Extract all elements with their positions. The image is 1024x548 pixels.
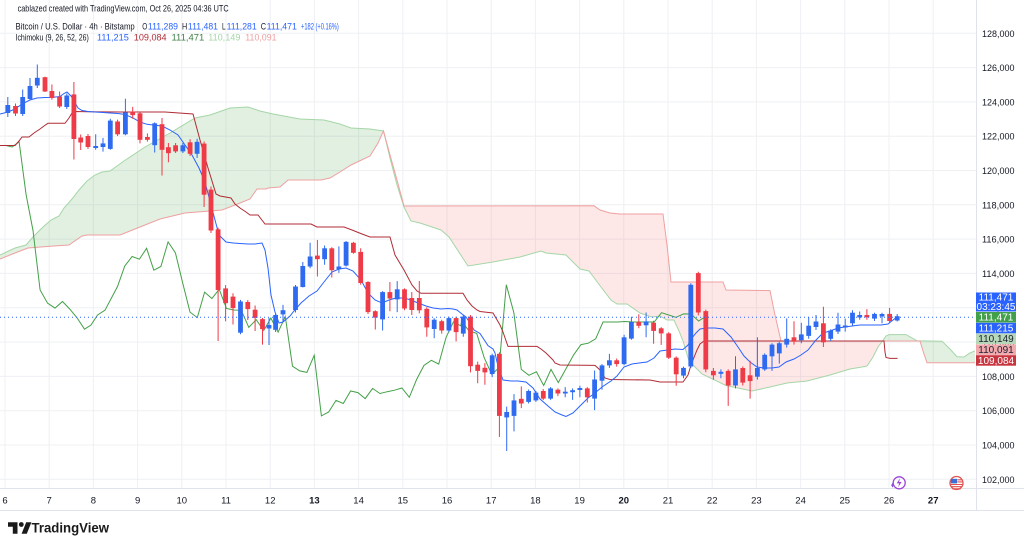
- svg-text:23: 23: [751, 496, 762, 507]
- svg-text:13: 13: [309, 496, 320, 507]
- svg-text:111,215: 111,215: [97, 33, 129, 44]
- svg-text:24: 24: [795, 496, 806, 507]
- svg-text:12: 12: [265, 496, 276, 507]
- svg-text:114,000: 114,000: [982, 269, 1015, 280]
- svg-text:110,149: 110,149: [208, 33, 240, 44]
- svg-text:20: 20: [619, 496, 630, 507]
- svg-text:111,471: 111,471: [267, 22, 297, 33]
- svg-text:26: 26: [884, 496, 895, 507]
- svg-text:21: 21: [663, 496, 674, 507]
- svg-text:15: 15: [398, 496, 409, 507]
- svg-text:18: 18: [530, 496, 541, 507]
- svg-text:cablazed created with TradingV: cablazed created with TradingView.com, O…: [18, 4, 229, 14]
- svg-text:118,000: 118,000: [982, 200, 1015, 211]
- svg-text:Ichimoku (9, 26, 52, 26): Ichimoku (9, 26, 52, 26): [16, 33, 89, 44]
- svg-text:27: 27: [928, 496, 939, 507]
- svg-text:C: C: [261, 22, 266, 33]
- svg-text:109,084: 109,084: [978, 356, 1015, 367]
- svg-text:110,149: 110,149: [978, 334, 1014, 345]
- svg-text:H: H: [182, 22, 187, 33]
- svg-text:111,471: 111,471: [172, 33, 205, 44]
- svg-text:16: 16: [442, 496, 453, 507]
- svg-text:106,000: 106,000: [982, 406, 1015, 417]
- svg-text:19: 19: [574, 496, 585, 507]
- svg-text:03:23:45: 03:23:45: [977, 302, 1016, 313]
- svg-text:108,000: 108,000: [982, 372, 1015, 383]
- svg-text:102,000: 102,000: [982, 475, 1015, 486]
- svg-text:11: 11: [221, 496, 231, 507]
- svg-text:10: 10: [177, 496, 188, 507]
- svg-text:109,084: 109,084: [134, 33, 167, 44]
- svg-text:111,471: 111,471: [979, 293, 1014, 304]
- svg-text:122,000: 122,000: [982, 132, 1015, 143]
- svg-text:6: 6: [2, 496, 7, 507]
- svg-text:L: L: [222, 22, 226, 33]
- svg-text:111,471: 111,471: [979, 313, 1014, 324]
- svg-text:111,289: 111,289: [148, 22, 178, 33]
- svg-text:9: 9: [135, 496, 140, 507]
- svg-text:111,481: 111,481: [188, 22, 218, 33]
- svg-text:116,000: 116,000: [982, 235, 1015, 246]
- svg-text:Bitcoin / U.S. Dollar · 4h · B: Bitcoin / U.S. Dollar · 4h · Bitstamp: [16, 22, 135, 33]
- svg-text:111,215: 111,215: [979, 323, 1014, 334]
- svg-text:+182 (+0.16%): +182 (+0.16%): [301, 22, 339, 33]
- svg-text:8: 8: [91, 496, 96, 507]
- svg-text:22: 22: [707, 496, 718, 507]
- svg-text:110,091: 110,091: [245, 33, 276, 44]
- svg-text:126,000: 126,000: [982, 63, 1015, 74]
- svg-text:7: 7: [47, 496, 52, 507]
- svg-text:TradingView: TradingView: [32, 520, 110, 536]
- svg-text:104,000: 104,000: [982, 441, 1015, 452]
- svg-text:14: 14: [353, 496, 364, 507]
- svg-text:128,000: 128,000: [982, 29, 1015, 40]
- svg-text:120,000: 120,000: [982, 166, 1015, 177]
- svg-text:O: O: [142, 22, 147, 33]
- svg-text:110,091: 110,091: [978, 345, 1014, 356]
- svg-text:17: 17: [486, 496, 497, 507]
- svg-text:25: 25: [840, 496, 851, 507]
- svg-text:111,281: 111,281: [227, 22, 257, 33]
- svg-text:124,000: 124,000: [982, 97, 1015, 108]
